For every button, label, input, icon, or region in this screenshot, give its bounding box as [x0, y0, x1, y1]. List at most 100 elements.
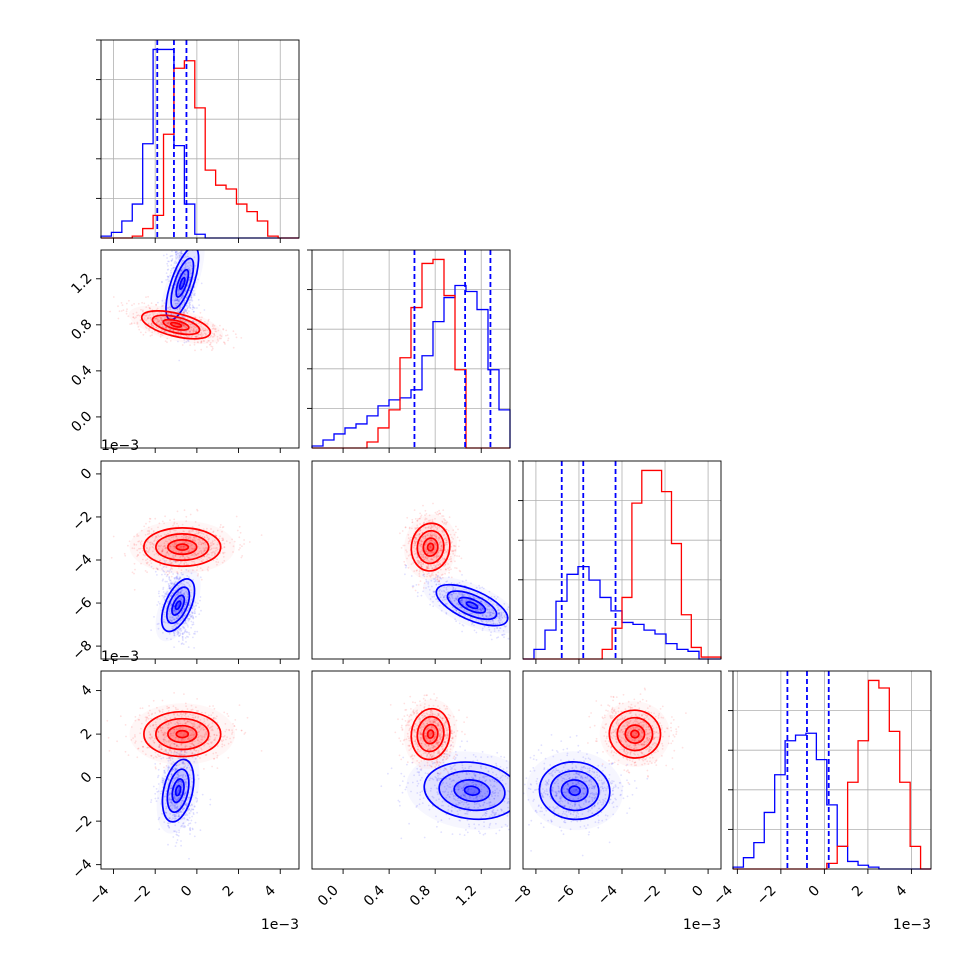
scatter-point — [421, 536, 424, 539]
scatter-point — [418, 573, 421, 575]
scatter-point — [179, 632, 182, 635]
scatter-point — [475, 597, 478, 600]
scatter-point — [173, 299, 176, 301]
scatter-point — [173, 577, 176, 580]
scatter-point — [192, 289, 195, 292]
scatter-point — [491, 609, 493, 611]
scatter-point — [434, 566, 437, 568]
scatter-point — [205, 534, 208, 537]
scatter-point — [171, 568, 174, 570]
scatter-point — [422, 590, 424, 593]
scatter-point — [190, 285, 193, 288]
scatter-point — [165, 566, 168, 569]
scatter-point — [229, 541, 231, 544]
scatter-point — [178, 254, 181, 257]
scatter-point — [428, 547, 431, 550]
scatter-point — [185, 515, 188, 518]
scatter-point — [184, 604, 187, 606]
scatter-point — [187, 646, 190, 648]
scatter-point — [193, 647, 196, 649]
scatter-point — [441, 531, 444, 534]
scatter-point — [167, 323, 170, 325]
scatter-point — [452, 538, 454, 540]
scatter-point — [133, 322, 136, 325]
scatter-point — [144, 554, 146, 557]
scatter-point — [197, 573, 200, 575]
scatter-point — [197, 541, 200, 544]
scatter-point — [192, 616, 194, 619]
scatter-point — [222, 556, 225, 558]
scatter-point — [184, 814, 186, 816]
scatter-point — [419, 544, 422, 547]
scatter-point — [179, 576, 181, 578]
scatter-point — [170, 603, 173, 605]
scatter-point — [420, 561, 422, 564]
scatter-point — [422, 563, 424, 566]
scatter-point — [436, 578, 439, 581]
scatter-point — [206, 568, 209, 571]
scatter-point — [193, 562, 196, 565]
scatter-point — [189, 330, 192, 332]
scatter-point — [132, 313, 135, 315]
scatter-point — [179, 583, 182, 586]
scatter-point — [436, 525, 439, 527]
scatter-point — [437, 600, 440, 603]
scatter-point — [497, 617, 500, 619]
scatter-point — [112, 535, 115, 538]
scatter-point — [190, 298, 193, 301]
scatter-point — [502, 611, 505, 614]
scatter-point — [146, 316, 149, 319]
scatter-point — [168, 584, 170, 587]
scatter-point — [164, 316, 167, 318]
scatter-point — [186, 307, 189, 310]
scatter-point — [189, 613, 191, 616]
scatter-point — [461, 601, 464, 604]
scatter-point — [501, 616, 503, 619]
scatter-point — [217, 340, 220, 342]
scatter-point — [164, 340, 167, 342]
scatter-point — [477, 615, 480, 617]
contour-line — [140, 310, 212, 340]
scatter-point — [476, 608, 479, 611]
scatter-point — [200, 557, 203, 560]
scatter-point — [194, 336, 197, 338]
scatter-point — [189, 330, 192, 333]
scatter-point — [153, 544, 155, 547]
scatter-point — [152, 311, 155, 314]
scatter-point — [424, 543, 427, 546]
scatter-point — [139, 314, 141, 317]
scatter-point — [211, 554, 213, 556]
scatter-point — [200, 319, 202, 321]
scatter-point — [456, 595, 459, 597]
scatter-point — [427, 585, 430, 588]
scatter-point — [157, 545, 160, 547]
scatter-point — [211, 325, 214, 328]
scatter-point — [186, 609, 189, 612]
scatter-point — [160, 534, 162, 537]
scatter-point — [451, 541, 453, 543]
scatter-point — [192, 278, 195, 280]
scatter-point — [207, 566, 210, 568]
scatter-point — [166, 341, 168, 344]
scatter-point — [427, 552, 429, 555]
scatter-point — [176, 298, 179, 300]
scatter-point — [186, 273, 188, 276]
red-histogram-step — [733, 679, 931, 870]
scatter-point — [211, 332, 214, 335]
scatter-point — [189, 602, 192, 605]
scatter-point — [160, 329, 163, 331]
scatter-point — [435, 598, 437, 601]
scatter-point — [164, 595, 167, 598]
scatter-point — [465, 610, 468, 613]
scatter-point — [189, 344, 192, 346]
scatter-point — [174, 624, 176, 627]
scatter-point — [173, 286, 176, 289]
scatter-point — [167, 268, 170, 271]
scatter-point — [138, 328, 141, 331]
scatter-point — [454, 545, 457, 548]
scatter-point — [405, 565, 408, 567]
scatter-point — [188, 631, 190, 634]
scatter-point — [429, 575, 432, 578]
scatter-point — [200, 550, 203, 552]
